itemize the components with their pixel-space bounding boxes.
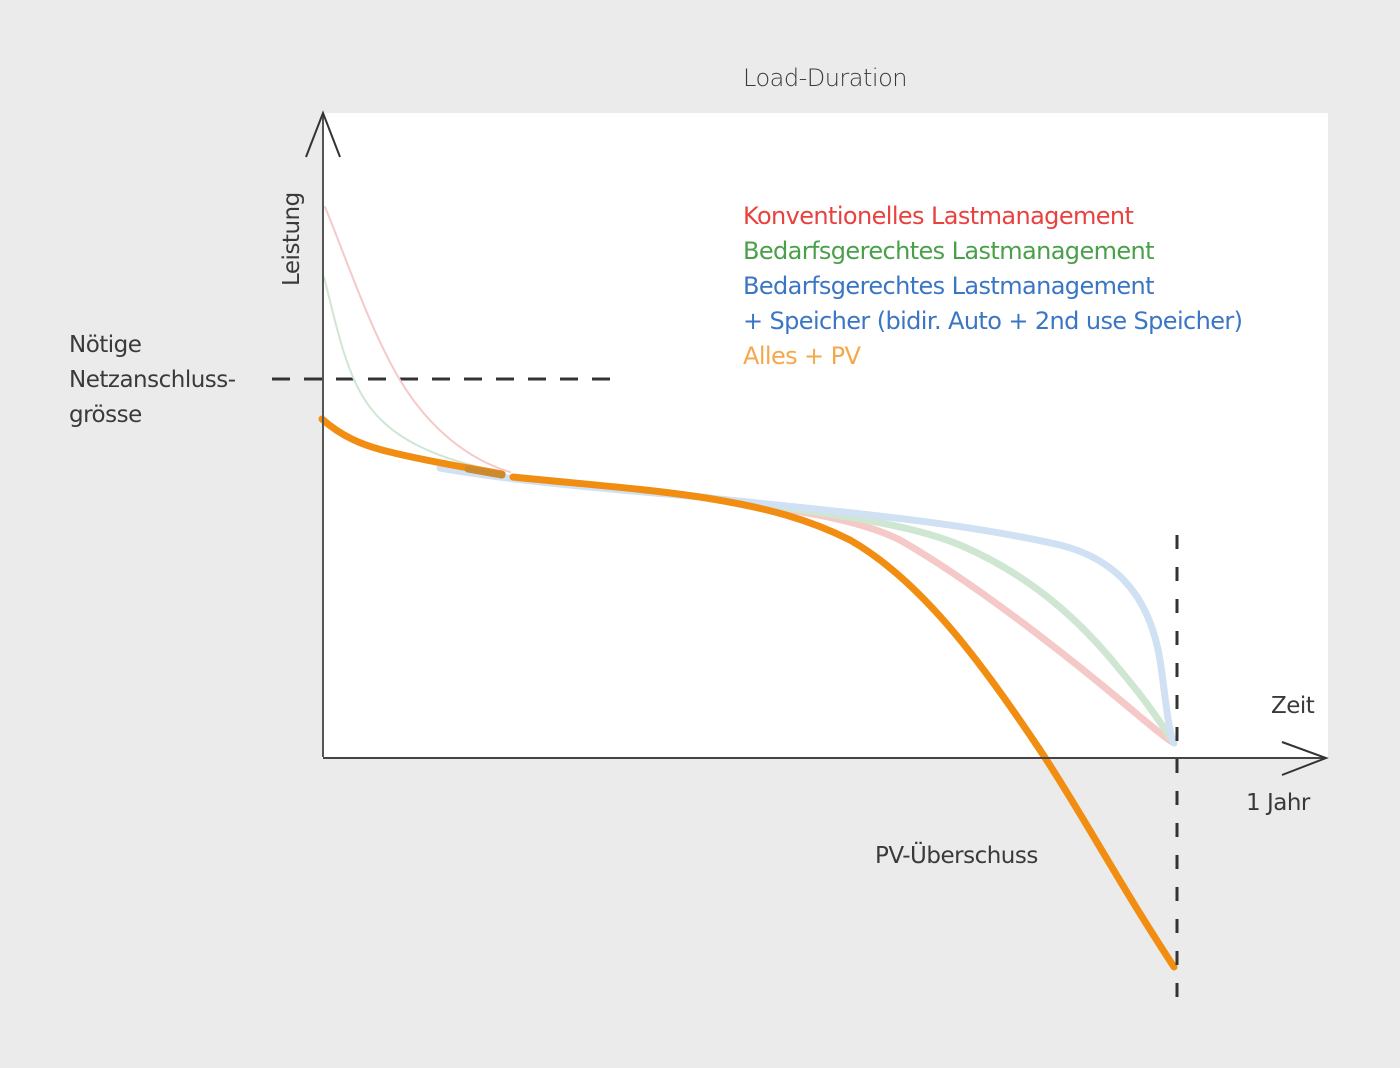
legend-item-demand-storage: Bedarfsgerechtes Lastmanagement [743,272,1155,300]
curve-conventional [324,206,511,473]
x-axis-label: Zeit [1271,693,1315,719]
curve-demand-based [323,276,506,474]
curve-demand-based-tail [696,493,1178,747]
grid-connection-size-label: Nötige Netzanschluss- grösse [69,328,236,433]
x-end-label: 1 Jahr [1246,790,1310,816]
curve-all-pv-overlap [464,465,506,479]
legend-item-all-pv: Alles + PV [743,342,861,370]
legend-item-demand-storage-cont: + Speicher (bidir. Auto + 2nd use Speich… [743,307,1243,335]
x-axis-arrow-icon [1281,741,1329,776]
curve-demand-storage [436,464,1178,747]
side-label-line-2: Netzanschluss- [69,367,236,393]
curve-all-pv-main [509,473,1178,971]
side-label-line-1: Nötige [69,332,142,358]
legend: Konventionelles Lastmanagement Bedarfsge… [743,199,1243,374]
side-label-line-3: grösse [69,402,142,428]
pv-surplus-label: PV-Überschuss [875,843,1038,869]
curve-all-pv [318,415,506,478]
chart-title: Load-Duration [743,64,907,92]
legend-item-conventional: Konventionelles Lastmanagement [743,202,1134,230]
legend-item-demand-based: Bedarfsgerechtes Lastmanagement [743,237,1155,265]
y-axis-arrow-icon [305,110,341,158]
